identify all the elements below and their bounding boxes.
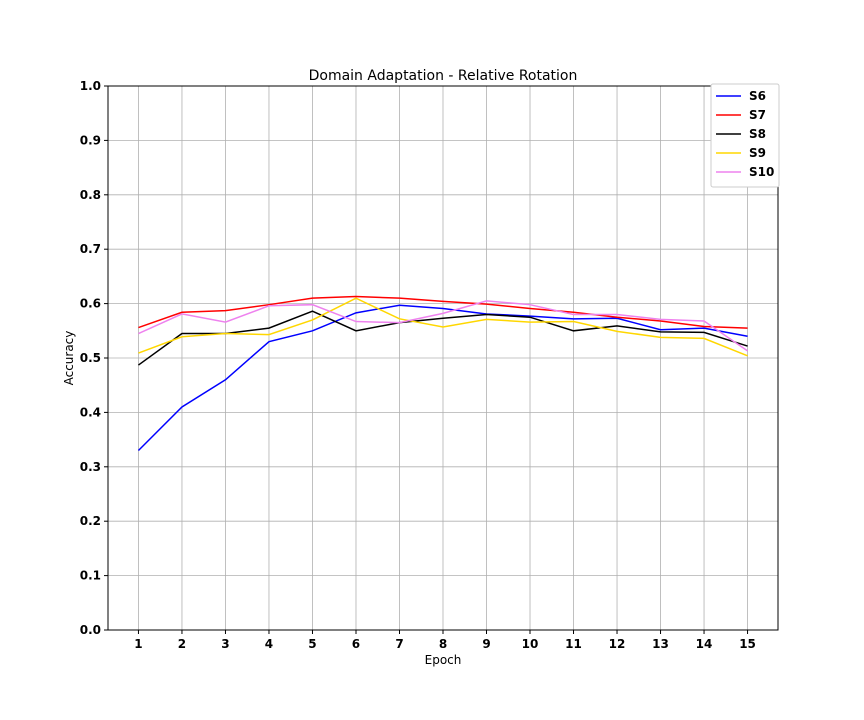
x-tick-label: 4 xyxy=(265,637,273,651)
y-tick-label: 0.9 xyxy=(80,133,101,147)
legend-label-s6: S6 xyxy=(749,89,766,103)
y-tick-label: 0.0 xyxy=(80,623,101,637)
x-tick-label: 2 xyxy=(178,637,186,651)
x-tick-label: 5 xyxy=(308,637,316,651)
y-tick-label: 0.7 xyxy=(80,242,101,256)
x-tick-label: 14 xyxy=(696,637,713,651)
y-tick-label: 0.3 xyxy=(80,460,101,474)
series-line-s10 xyxy=(138,300,748,352)
x-tick-label: 7 xyxy=(395,637,403,651)
legend-box xyxy=(710,83,780,188)
series-line-s9 xyxy=(138,297,748,357)
axis-ticks: 0.00.10.20.30.40.50.60.70.80.91.01 2 3 4 5 6 7… xyxy=(80,79,756,651)
y-tick-label: 1.0 xyxy=(80,79,101,93)
y-tick-label: 0.4 xyxy=(80,405,101,419)
x-tick-label: 13 xyxy=(652,637,669,651)
series-line-s7 xyxy=(138,295,748,329)
y-tick-label: 0.5 xyxy=(80,351,101,365)
y-tick-label: 0.2 xyxy=(80,514,101,528)
x-tick-label: 15 xyxy=(739,637,756,651)
series-line-s8 xyxy=(138,310,748,366)
x-tick-label: 12 xyxy=(609,637,626,651)
series-line-s6 xyxy=(137,304,748,452)
legend-label-s10: S10 xyxy=(749,165,774,179)
grid xyxy=(108,85,778,631)
x-tick-label: 9 xyxy=(482,637,490,651)
x-tick-label: 1 xyxy=(134,637,142,651)
x-tick-label: 6 xyxy=(352,637,360,651)
series-lines xyxy=(137,295,748,452)
legend-label-s8: S8 xyxy=(749,127,766,141)
legend-label-s7: S7 xyxy=(749,108,766,122)
legend-label-s9: S9 xyxy=(749,146,766,160)
y-tick-label: 0.1 xyxy=(80,569,101,583)
x-tick-label: 3 xyxy=(221,637,229,651)
y-tick-label: 0.6 xyxy=(80,297,101,311)
x-axis-label: Epoch xyxy=(425,653,462,667)
y-tick-label: 0.8 xyxy=(80,188,101,202)
x-tick-label: 11 xyxy=(565,637,582,651)
chart-title: Domain Adaptation - Relative Rotation xyxy=(309,68,578,84)
y-axis-label: Accuracy xyxy=(62,331,76,386)
x-tick-label: 10 xyxy=(522,637,539,651)
legend: S6 S7 S8 S9 S10 xyxy=(710,83,780,188)
x-tick-label: 8 xyxy=(439,637,447,651)
